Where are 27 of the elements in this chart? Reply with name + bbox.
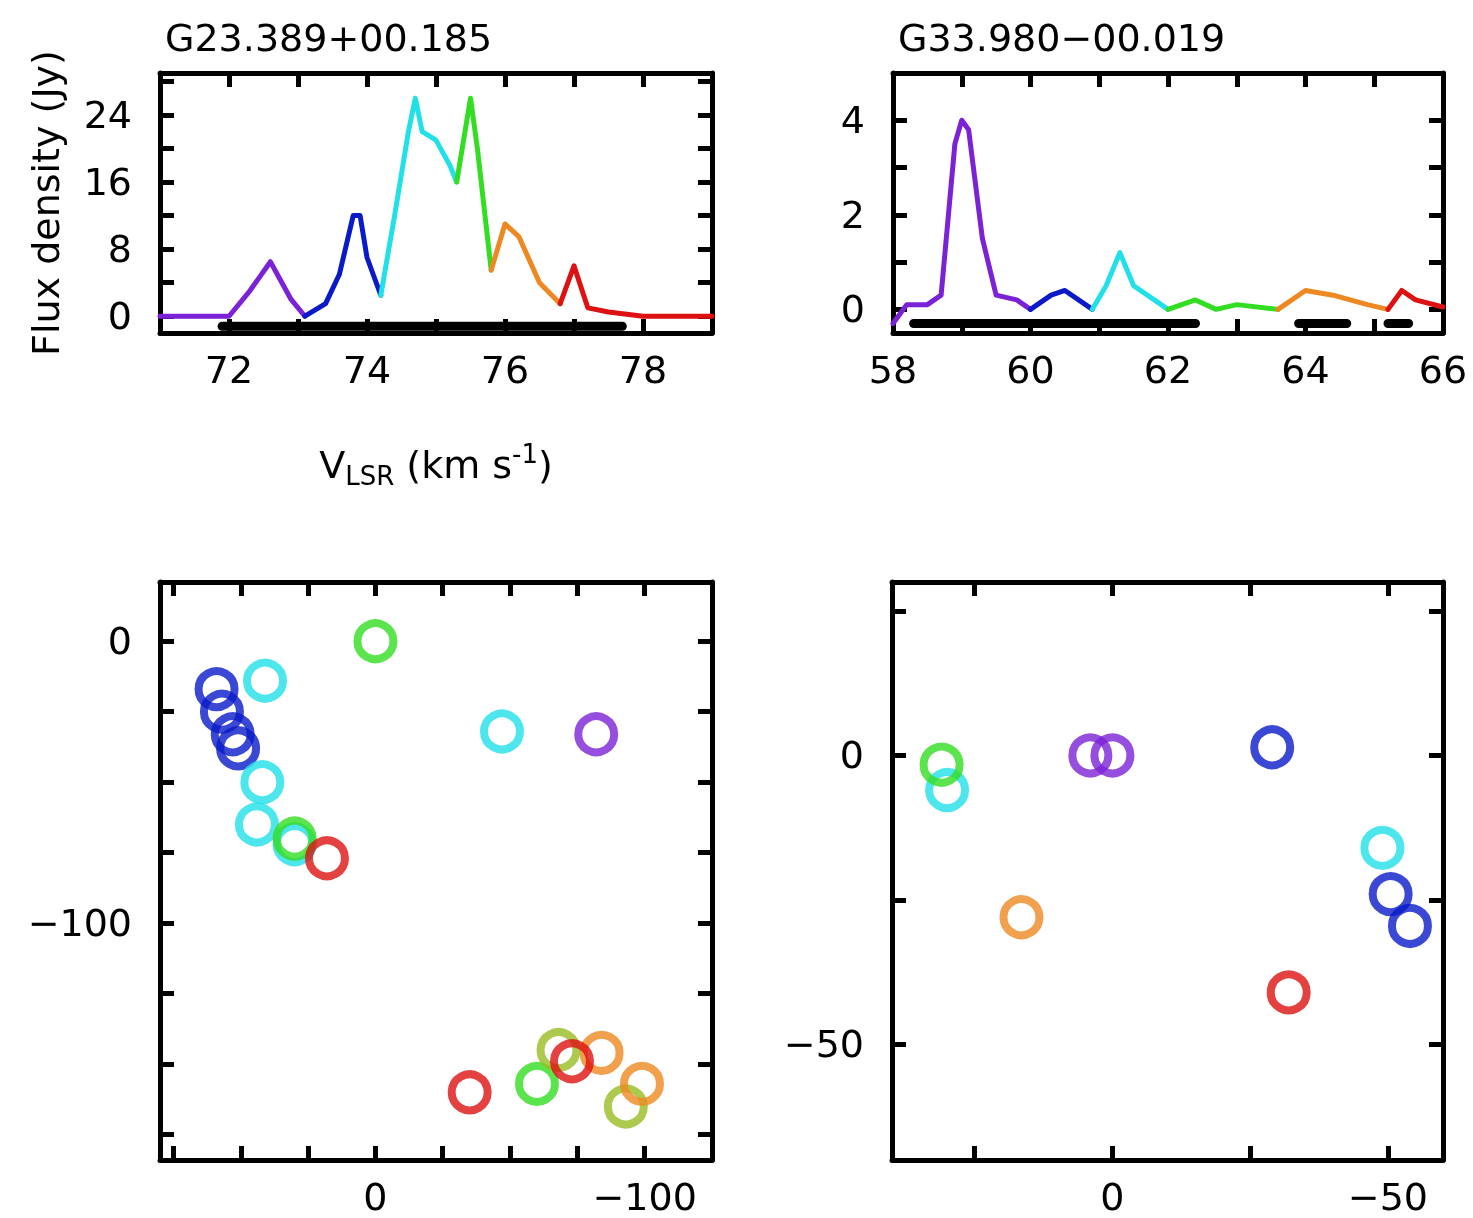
x-tick-label: 58 (868, 348, 918, 392)
y-tick-label: 4 (840, 98, 865, 143)
y-axis-title: Flux density (Jy) (24, 50, 68, 356)
x-tick-label: 64 (1281, 348, 1330, 392)
y-tick-label: 0 (107, 294, 132, 339)
y-tick-label: 0 (840, 287, 865, 332)
x-tick-label: 78 (618, 348, 668, 392)
x-tick-label: 60 (1006, 348, 1055, 392)
y-tick-label: −100 (27, 901, 132, 946)
x-tick-label: 0 (363, 1175, 388, 1218)
y-tick-label: 0 (839, 733, 864, 778)
y-tick-label: 2 (840, 192, 865, 237)
y-tick-label: −50 (783, 1022, 864, 1067)
x-tick-label: 76 (480, 348, 530, 392)
x-tick-label: 72 (204, 348, 254, 392)
x-tick-label: 0 (1100, 1175, 1125, 1218)
y-tick-label: 24 (83, 92, 132, 137)
y-tick-label: 0 (107, 619, 132, 664)
y-tick-label: 16 (83, 160, 132, 205)
y-tick-label: 8 (107, 227, 132, 272)
x-tick-label: 66 (1418, 348, 1468, 392)
chart-title: G23.389+00.185 (165, 16, 493, 60)
x-tick-label: 62 (1143, 348, 1193, 392)
x-tick-label: −100 (592, 1175, 697, 1218)
x-tick-label: 74 (342, 348, 392, 392)
x-tick-label: −50 (1347, 1175, 1428, 1218)
chart-title: G33.980−00.019 (898, 16, 1226, 60)
